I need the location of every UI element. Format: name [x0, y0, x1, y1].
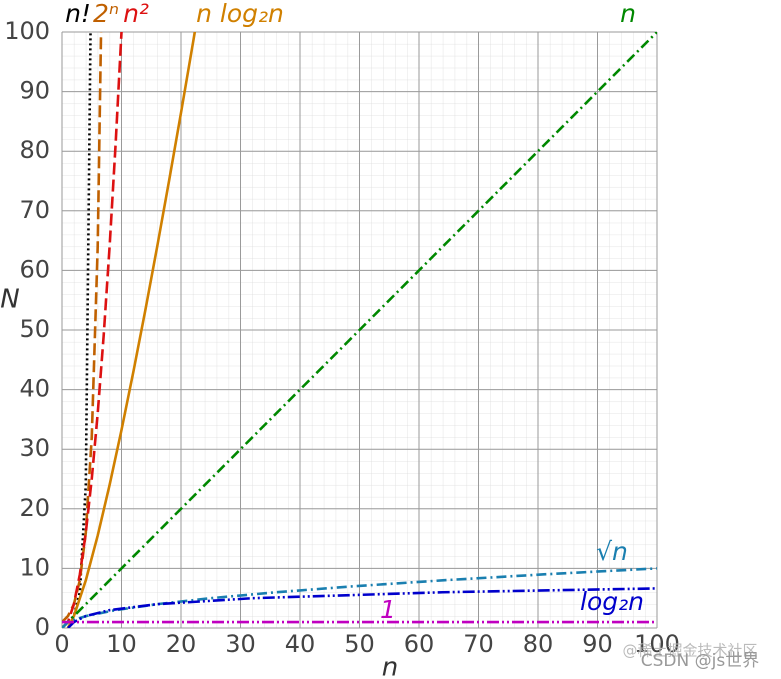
x-tick-label: 70	[463, 630, 494, 658]
series-label: n²	[123, 0, 149, 28]
series-line	[62, 32, 657, 628]
x-tick-label: 0	[54, 630, 69, 658]
series-label: √n	[596, 537, 628, 566]
series-line	[62, 32, 123, 628]
y-tick-label: 10	[19, 553, 50, 581]
x-tick-label: 60	[404, 630, 435, 658]
x-tick-label: 90	[582, 630, 613, 658]
x-tick-label: 50	[344, 630, 375, 658]
y-tick-label: 60	[19, 255, 50, 283]
x-tick-label: 80	[523, 630, 554, 658]
y-tick-label: 50	[19, 315, 50, 343]
series-label: 2ⁿ	[93, 0, 119, 28]
grid	[61, 31, 658, 629]
y-tick-label: 40	[19, 375, 50, 403]
watermark: @稀土掘金技术社区	[622, 642, 757, 660]
x-axis-label: n	[382, 653, 398, 679]
y-axis-label: N	[0, 285, 19, 315]
watermark: CSDN @js世界	[641, 651, 759, 671]
series-label: n!	[65, 0, 91, 28]
series-label: log₂n	[580, 587, 644, 616]
plot-lines	[62, 32, 657, 628]
series-label: n	[620, 0, 636, 28]
x-tick-label: 100	[634, 630, 680, 658]
labels: 0 10 20 30 40 50 60 70 80 90 100 0 10 20 30 40 50 60 70 80 9…	[4, 0, 680, 658]
series-line	[66, 32, 197, 628]
series-label: n log₂n	[196, 0, 284, 28]
y-tick-label: 0	[35, 613, 50, 641]
y-tick-label: 30	[19, 434, 50, 462]
series-label: 1	[380, 595, 396, 624]
y-tick-label: 70	[19, 196, 50, 224]
series-line	[67, 587, 657, 628]
y-tick-label: 80	[19, 136, 50, 164]
x-tick-label: 40	[285, 630, 316, 658]
x-tick-label: 10	[106, 630, 137, 658]
y-tick-label: 20	[19, 494, 50, 522]
y-tick-label: 100	[4, 17, 50, 45]
x-tick-label: 20	[166, 630, 197, 658]
y-tick-label: 90	[19, 77, 50, 105]
x-tick-label: 30	[225, 630, 256, 658]
